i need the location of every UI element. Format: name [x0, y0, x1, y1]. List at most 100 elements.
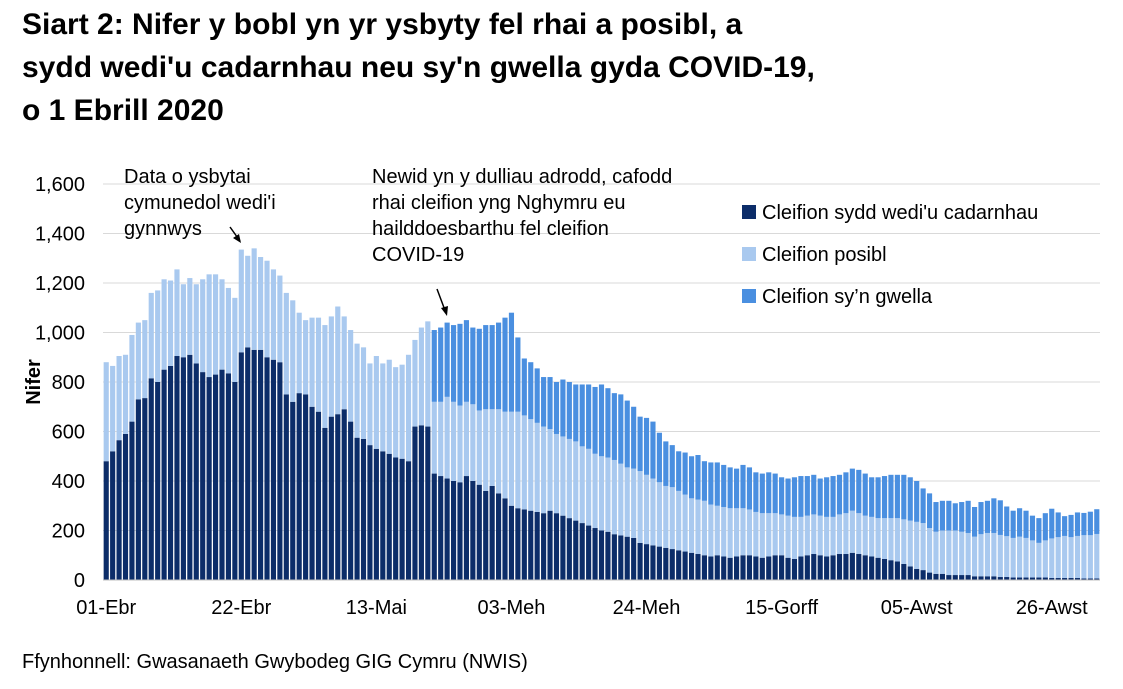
- x-tick-label: 01-Ebr: [76, 597, 136, 619]
- bar-segment: [843, 513, 849, 555]
- bar-segment: [598, 530, 605, 580]
- bar-segment: [688, 498, 695, 553]
- bar-segment: [219, 369, 225, 580]
- bar-segment: [515, 411, 521, 509]
- bar-segment: [605, 531, 611, 580]
- bar-segment: [534, 368, 540, 423]
- bar-segment: [148, 292, 154, 379]
- bar-segment: [611, 534, 617, 580]
- bar-segment: [528, 362, 534, 420]
- bar-segment: [785, 478, 791, 516]
- bar-segment: [212, 274, 219, 375]
- bar-segment: [161, 369, 167, 580]
- bar-segment: [167, 280, 174, 366]
- annotation-arrowhead: [441, 306, 448, 316]
- bar-segment: [708, 462, 714, 505]
- bar-segment: [560, 515, 566, 580]
- bar-segment: [1062, 535, 1068, 579]
- bar-segment: [881, 518, 888, 559]
- bar-segment: [907, 477, 913, 521]
- bar-segment: [669, 445, 675, 488]
- bar-segment: [978, 502, 984, 535]
- bar-segment: [328, 316, 334, 417]
- bar-segment: [901, 519, 907, 564]
- bar-segment: [1010, 577, 1016, 580]
- bar-segment: [270, 269, 277, 360]
- bar-segment: [888, 560, 894, 580]
- bar-segment: [110, 451, 116, 580]
- bar-segment: [688, 552, 695, 580]
- bar-segment: [309, 317, 315, 407]
- bar-segment: [785, 515, 791, 558]
- bar-segment: [496, 493, 502, 580]
- bar-segment: [450, 325, 457, 402]
- bar-segment: [431, 473, 437, 580]
- annotation: hailddoesbarthu fel cleifion: [372, 218, 609, 240]
- bar-segment: [1029, 540, 1036, 578]
- bar-segment: [836, 474, 843, 515]
- bar-segment: [225, 287, 232, 374]
- bar-segment: [939, 500, 945, 531]
- bar-segment: [360, 438, 367, 580]
- bar-segment: [502, 317, 508, 412]
- bar-segment: [483, 409, 489, 491]
- bar-segment: [534, 511, 540, 580]
- bar-segment: [489, 409, 495, 486]
- bar-segment: [290, 300, 296, 402]
- bar-segment: [946, 530, 952, 576]
- bar-segment: [341, 316, 347, 410]
- bar-segment: [444, 396, 450, 479]
- bar-segment: [547, 510, 553, 580]
- bar-segment: [579, 446, 585, 524]
- bar-segment: [206, 274, 212, 378]
- bar-segment: [502, 411, 508, 499]
- bar-segment: [225, 373, 232, 580]
- bar-segment: [643, 544, 650, 580]
- bar-segment: [232, 297, 238, 382]
- bar-segment: [1049, 538, 1055, 579]
- bar-segment: [611, 393, 617, 460]
- bar-segment: [1068, 514, 1074, 538]
- bar-segment: [772, 473, 778, 514]
- bar-segment: [631, 537, 637, 580]
- bar-segment: [277, 275, 283, 363]
- bar-segment: [753, 511, 759, 557]
- bar-segment: [656, 482, 662, 547]
- bar-segment: [663, 485, 669, 548]
- legend-swatch: [742, 205, 756, 219]
- bar-segment: [270, 359, 277, 580]
- bar-segment: [830, 555, 836, 580]
- chart-title: o 1 Ebrill 2020: [22, 94, 224, 127]
- x-tick-label: 03-Meh: [478, 597, 546, 619]
- bar-segment: [1049, 508, 1055, 539]
- bar-segment: [811, 554, 817, 580]
- bar-segment: [547, 429, 553, 511]
- bar-segment: [682, 551, 688, 580]
- x-tick-label: 22-Ebr: [211, 597, 271, 619]
- bar-segment: [450, 401, 457, 481]
- bar-segment: [142, 398, 148, 580]
- bar-segment: [508, 312, 515, 412]
- bar-segment: [663, 441, 669, 486]
- bar-segment: [811, 474, 817, 515]
- bar-segment: [894, 561, 900, 580]
- bar-segment: [457, 482, 463, 580]
- chart-title: sydd wedi'u cadarnhau neu sy'n gwella gy…: [22, 51, 815, 84]
- bar-segment: [470, 481, 476, 580]
- bar-segment: [129, 421, 135, 580]
- bar-segment: [399, 458, 405, 580]
- bar-segment: [734, 468, 740, 509]
- bar-segment: [528, 510, 534, 580]
- bar-segment: [875, 477, 881, 519]
- bar-segment: [470, 327, 476, 405]
- bar-segment: [167, 365, 174, 580]
- bar-segment: [881, 476, 888, 519]
- bar-segment: [335, 306, 341, 415]
- bar-segment: [444, 322, 450, 397]
- bar-segment: [920, 488, 926, 524]
- bar-segment: [290, 401, 296, 580]
- legend-label: Cleifion posibl: [762, 244, 887, 266]
- bar-segment: [682, 452, 688, 495]
- bar-segment: [553, 513, 560, 580]
- bar-segment: [965, 500, 971, 533]
